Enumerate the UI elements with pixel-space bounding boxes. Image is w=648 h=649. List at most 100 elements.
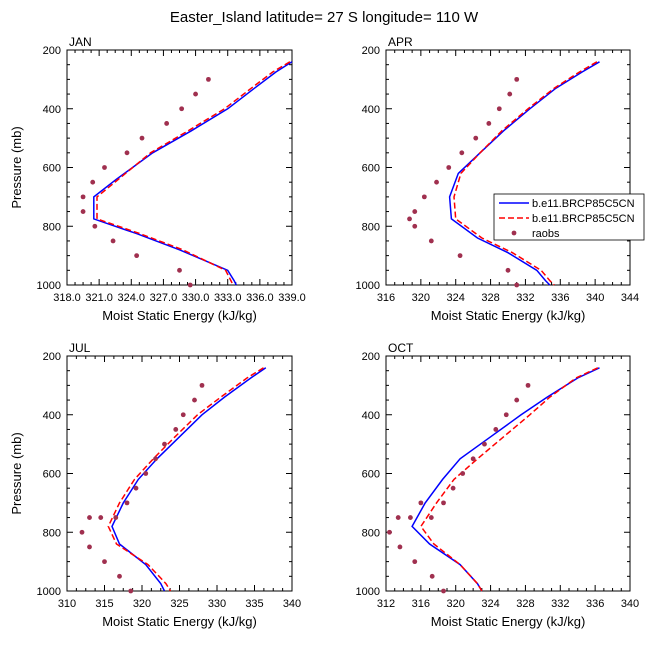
x-tick-label: 320 [412,292,430,304]
raobs-point [177,267,182,273]
x-tick-label: 327.0 [150,292,178,304]
x-tick-label: 312 [377,598,395,610]
raobs-point [407,216,412,222]
raobs-point [446,165,452,170]
y-tick-label: 200 [362,45,380,57]
series-line-model1 [111,367,267,592]
raobs-point [90,179,96,185]
raobs-point [173,427,179,432]
y-tick-label: 400 [362,410,380,422]
raobs-point [143,471,149,476]
y-tick-label: 1000 [37,586,61,598]
raobs-point [441,588,446,594]
y-tick-label: 400 [43,410,61,422]
x-tick-label: 336 [551,292,569,304]
x-axis-label: Moist Static Energy (kJ/kg) [431,308,586,323]
x-tick-label: 340 [621,598,639,610]
raobs-point [164,121,170,126]
raobs-point [179,106,185,112]
raobs-point [441,500,446,506]
x-tick-label: 330.0 [182,292,210,304]
raobs-point [428,515,434,520]
x-tick-label: 310 [58,598,76,610]
raobs-point [117,573,122,579]
x-tick-label: 324.0 [118,292,146,304]
x-tick-label: 336.0 [246,292,274,304]
x-tick-label: 324 [481,598,499,610]
raobs-point [412,559,418,565]
raobs-point [503,412,509,418]
x-tick-label: 330 [208,598,226,610]
raobs-point [187,282,193,288]
raobs-point [113,515,119,520]
raobs-point [486,121,492,126]
y-tick-label: 800 [43,527,61,539]
panel-label: JUL [69,341,91,355]
raobs-point [128,588,134,594]
legend-entry-label: b.e11.BRCP85C5CN [532,198,635,210]
series-line-model1 [411,367,600,592]
raobs-point [395,515,401,520]
panel-jan: JAN 318.0 321.0 324.0 327.0 330.0 333.0 336.0 33… [9,35,306,323]
x-tick-label: 332 [516,292,534,304]
raobs-point [525,382,531,388]
x-tick-label: 339.0 [278,292,306,304]
x-tick-label: 333.0 [214,292,242,304]
raobs-point [418,500,424,506]
panel-oct: OCT 312 316 320 324 328 332 336 340 200 400 600 800 1… [356,341,640,629]
x-tick-label: 315 [95,598,113,610]
x-tick-label: 335 [245,598,263,610]
raobs-point [387,529,392,535]
y-tick-label: 800 [362,221,380,233]
x-tick-label: 328 [481,292,499,304]
series-line-model1 [448,61,600,286]
raobs-point [412,209,418,214]
raobs-point [459,150,465,156]
raobs-point [80,194,86,200]
y-tick-label: 400 [43,104,61,116]
raobs-point [80,209,86,214]
x-tick-label: 318.0 [53,292,81,304]
series-line-model2 [96,61,291,286]
raobs-point [162,441,167,447]
raobs-point [496,106,502,112]
x-tick-label: 336 [586,598,604,610]
y-tick-label: 800 [362,527,380,539]
raobs-point [92,223,98,229]
y-tick-label: 800 [43,221,61,233]
y-tick-label: 1000 [37,280,61,292]
x-axis-label: Moist Static Energy (kJ/kg) [102,308,257,323]
x-tick-label: 340 [283,598,301,610]
raobs-point [473,135,479,141]
series-line-model2 [453,61,598,286]
raobs-point [397,544,403,550]
raobs-point [421,194,427,200]
y-tick-label: 400 [362,104,380,116]
raobs-point [505,267,511,273]
raobs-point [507,91,513,97]
y-tick-label: 200 [43,45,61,57]
x-tick-label: 316 [412,598,430,610]
x-tick-label: 340 [586,292,604,304]
figure-title: Easter_Island latitude= 27 S longitude= … [170,9,479,26]
series-line-model2 [107,367,264,592]
y-tick-label: 600 [43,163,61,175]
x-tick-label: 316 [377,292,395,304]
raobs-point [193,91,198,97]
legend: b.e11.BRCP85C5CN b.e11.BRCP85C5CN raobs [493,193,645,241]
raobs-point [514,282,520,288]
raobs-point [434,179,439,185]
raobs-point [514,397,520,403]
y-tick-label: 600 [362,469,380,481]
raobs-point [192,397,197,403]
raobs-point [124,150,130,156]
raobs-point [180,412,186,418]
x-tick-label: 324 [447,292,465,304]
y-tick-label: 200 [43,351,61,363]
y-tick-label: 600 [43,469,61,481]
raobs-point [199,382,205,388]
x-tick-label: 344 [621,292,639,304]
y-tick-label: 600 [362,163,380,175]
raobs-point [482,441,487,447]
